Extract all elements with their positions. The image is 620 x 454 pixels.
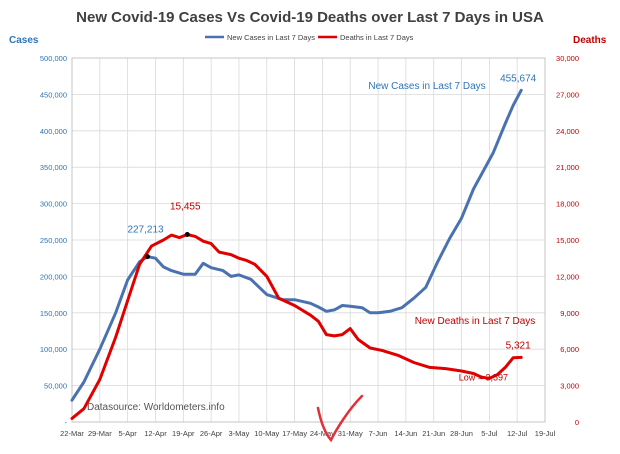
x-axis-tick-label: 28-Jun: [450, 429, 473, 438]
right-axis-tick-label: 12,000: [556, 272, 579, 281]
x-axis-tick-label: 21-Jun: [422, 429, 445, 438]
x-axis-tick-label: 29-Mar: [88, 429, 112, 438]
x-axis-tick-label: 31-May: [338, 429, 363, 438]
grid: [71, 57, 546, 423]
x-axis-tick-label: 19-Jul: [535, 429, 556, 438]
cases-latest-label: 455,674: [500, 73, 537, 84]
right-axis-tick-label: 6,000: [560, 345, 579, 354]
x-axis-tick-label: 17-May: [282, 429, 307, 438]
left-axis-ticks: - 50,000 100,000 150,000 200,000 250,000 300,0…: [40, 54, 68, 427]
series-lines: [70, 88, 523, 420]
x-axis-tick-label: 12-Apr: [144, 429, 167, 438]
left-axis-tick-label: 500,000: [40, 54, 67, 63]
deaths-low-label: Low = 3,597: [459, 372, 508, 382]
x-axis-tick-label: 5-Jul: [481, 429, 498, 438]
x-axis-tick-label: 22-Mar: [60, 429, 84, 438]
x-axis-tick-label: 19-Apr: [172, 429, 195, 438]
deaths-peak-marker: [184, 231, 190, 237]
left-axis-tick-label: 300,000: [40, 200, 67, 209]
x-axis-tick-label: 12-Jul: [507, 429, 528, 438]
legend: New Cases in Last 7 Days Deaths in Last …: [205, 33, 414, 42]
left-axis-tick-label: 50,000: [44, 382, 67, 391]
deaths-series-annotation: New Deaths in Last 7 Days: [415, 316, 536, 327]
x-axis-tick-label: 10-May: [254, 429, 279, 438]
cases-peak-marker: [145, 254, 151, 260]
plot-area-border: [71, 57, 546, 423]
left-axis-tick-label: 450,000: [40, 90, 67, 99]
cases-peak-label: 227,213: [127, 225, 164, 236]
legend-cases-label: New Cases in Last 7 Days: [227, 33, 315, 42]
cases-series-annotation: New Cases in Last 7 Days: [368, 81, 485, 92]
left-axis-tick-label: 350,000: [40, 163, 67, 172]
right-axis-title: Deaths: [573, 35, 607, 46]
right-axis-ticks: 0 3,000 6,000 9,000 12,000 15,000 18,000 21,000…: [556, 54, 579, 427]
right-axis-tick-label: 15,000: [556, 236, 579, 245]
x-axis-tick-label: 5-Apr: [118, 429, 137, 438]
left-axis-title: Cases: [9, 35, 39, 46]
right-axis-tick-label: 24,000: [556, 127, 579, 136]
deaths-latest-label: 5,321: [506, 340, 531, 351]
left-axis-tick-label: -: [65, 418, 68, 427]
left-axis-tick-label: 150,000: [40, 309, 67, 318]
deaths-series-line: [70, 233, 523, 420]
left-axis-tick-label: 400,000: [40, 127, 67, 136]
right-axis-tick-label: 18,000: [556, 200, 579, 209]
cases-series-line: [70, 88, 523, 402]
left-axis-tick-label: 100,000: [40, 345, 67, 354]
x-axis-tick-label: 24-May: [310, 429, 335, 438]
x-axis-tick-label: 3-May: [229, 429, 250, 438]
x-axis-tick-label: 7-Jun: [369, 429, 388, 438]
legend-deaths-label: Deaths in Last 7 Days: [340, 33, 414, 42]
right-axis-tick-label: 30,000: [556, 54, 579, 63]
x-axis-ticks: 22-Mar 29-Mar 5-Apr 12-Apr 19-Apr 26-Apr 3-May…: [60, 429, 555, 438]
x-axis-tick-label: 26-Apr: [200, 429, 223, 438]
right-axis-tick-label: 27,000: [556, 90, 579, 99]
chart-title: New Covid-19 Cases Vs Covid-19 Deaths ov…: [76, 9, 544, 26]
x-axis-tick-label: 14-Jun: [394, 429, 417, 438]
checkmark-icon: [316, 394, 364, 443]
right-axis-tick-label: 9,000: [560, 309, 579, 318]
left-axis-tick-label: 200,000: [40, 272, 67, 281]
right-axis-tick-label: 0: [575, 418, 579, 427]
right-axis-tick-label: 3,000: [560, 382, 579, 391]
source-note: Datasource: Worldometers.info: [87, 402, 225, 413]
left-axis-tick-label: 250,000: [40, 236, 67, 245]
right-axis-tick-label: 21,000: [556, 163, 579, 172]
annotations: 227,213 15,455 New Cases in Last 7 Days 455…: [127, 73, 536, 382]
deaths-peak-label: 15,455: [170, 201, 201, 212]
